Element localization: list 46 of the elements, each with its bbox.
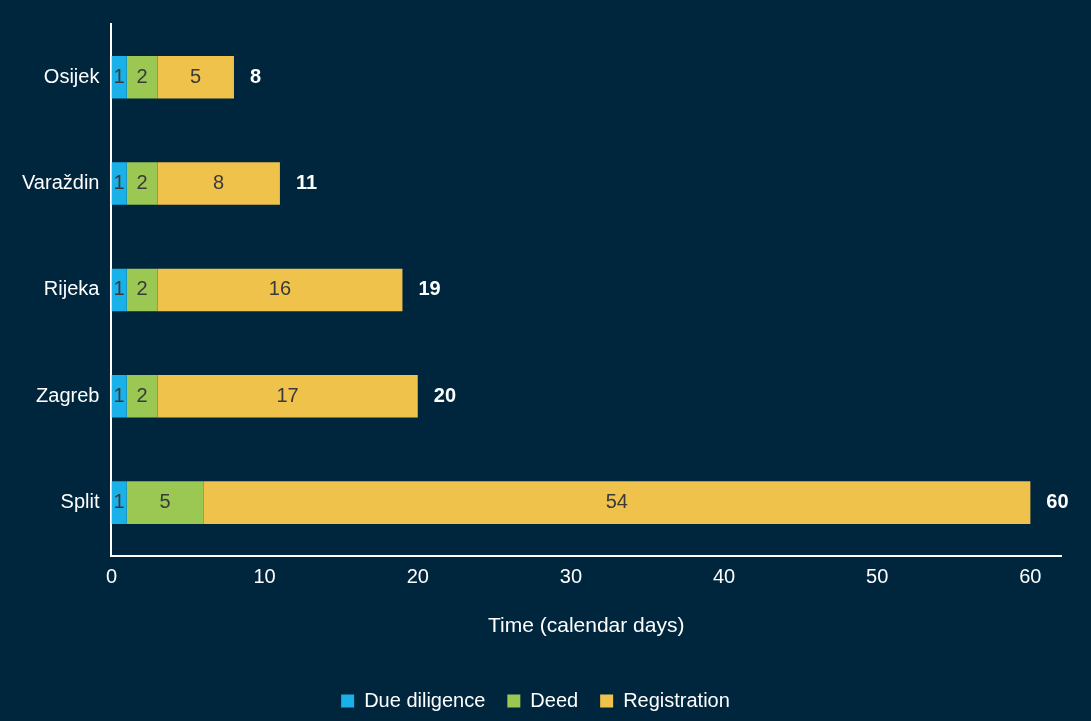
bar [126,268,158,312]
x-tick-label: 60 [1019,565,1042,588]
legend-label: Deed [530,688,579,711]
bar [126,481,204,524]
total-label: 19 [418,277,441,300]
data-label: 2 [136,383,148,406]
y-tick-label: Rijeka [43,277,101,300]
data-label: 54 [605,490,628,513]
data-label: 1 [113,383,125,406]
bar [157,162,280,205]
y-tick-label: Osijek [43,64,101,87]
y-tick-label: Varaždin [22,171,100,194]
x-tick-label: 30 [559,565,583,588]
y-tick-label: Split [60,490,100,513]
x-tick-label: 40 [712,565,736,588]
x-axis-title: Time (calendar days) [487,613,685,637]
bar [157,55,234,99]
legend-label: Registration [623,688,730,711]
data-label: 2 [136,171,148,194]
data-label: 5 [190,64,202,87]
data-label: 1 [113,490,125,513]
data-label: 17 [276,383,299,406]
x-tick-label: 0 [105,565,118,588]
total-label: 8 [249,64,262,87]
total-label: 60 [1046,490,1069,513]
data-label: 1 [113,277,125,300]
bar [126,374,158,418]
y-tick-label: Zagreb [36,383,100,406]
bar [126,55,158,99]
legend-label: Due diligence [364,688,486,711]
bar [157,268,403,312]
data-label: 1 [113,171,125,194]
data-label: 2 [136,64,148,87]
bar [126,162,158,205]
x-tick-label: 50 [866,565,889,588]
total-label: 11 [295,171,318,194]
bar [203,481,1031,524]
data-label: 1 [113,64,125,87]
x-tick-label: 20 [406,565,429,588]
data-label: 16 [268,277,292,300]
data-label: 5 [159,490,171,513]
x-tick-label: 10 [253,565,276,588]
bar [157,374,418,418]
data-label: 8 [213,171,225,194]
total-label: 20 [433,383,457,406]
data-label: 2 [136,277,148,300]
